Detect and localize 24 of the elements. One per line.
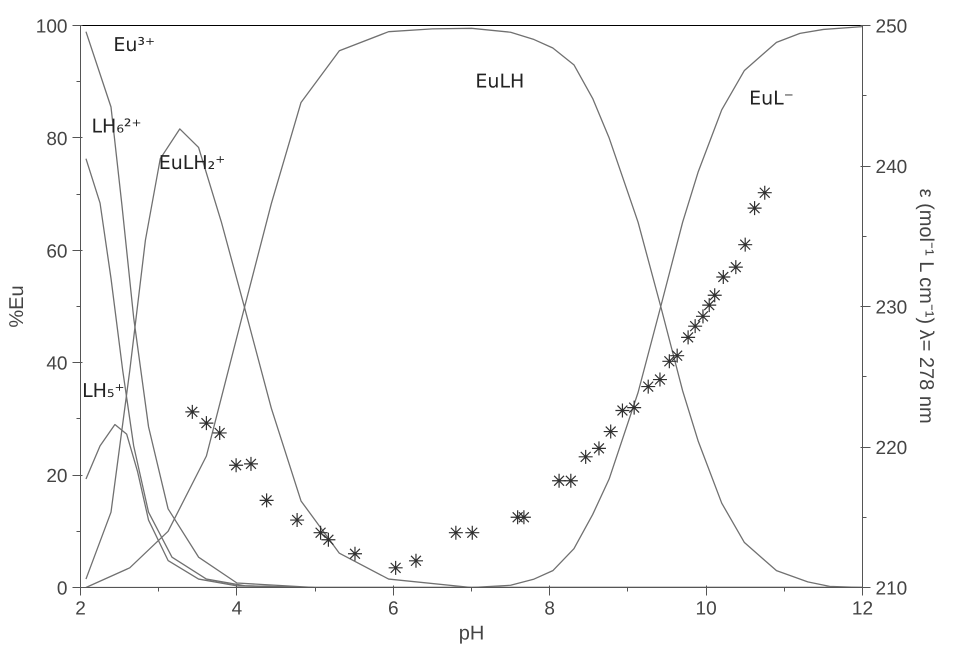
y2-tick-label: 210 <box>876 578 908 600</box>
x-tick-label: 8 <box>544 598 555 620</box>
y-tick-label: 40 <box>46 354 68 375</box>
annotation: Eu³⁺ <box>113 34 156 56</box>
x-axis-title: pH <box>458 622 484 644</box>
y-tick-label: 100 <box>36 16 68 38</box>
annotation: EuL⁻ <box>749 88 794 110</box>
annotation: LH₅⁺ <box>82 380 125 402</box>
y2-tick-label: 230 <box>876 298 908 318</box>
y-tick-label: 0 <box>56 578 68 600</box>
annotation: EuLH <box>475 70 524 93</box>
y2-axis-title: ε (mol⁻¹ L cm⁻¹) λ= 278 nm <box>915 188 938 424</box>
y-tick-label: 20 <box>46 466 68 488</box>
y2-tick-label: 250 <box>876 16 908 38</box>
x-tick-label: 12 <box>852 598 874 620</box>
x-tick-label: 10 <box>696 598 717 620</box>
x-tick-label: 2 <box>75 598 86 620</box>
y2-tick-label: 220 <box>876 438 908 459</box>
y-tick-label: 80 <box>46 128 68 150</box>
y-axis-title: %Eu <box>6 285 28 328</box>
y-tick-label: 60 <box>46 241 68 262</box>
y2-tick-label: 240 <box>876 157 908 178</box>
x-tick-label: 6 <box>388 598 399 620</box>
x-tick-label: 4 <box>232 598 243 620</box>
